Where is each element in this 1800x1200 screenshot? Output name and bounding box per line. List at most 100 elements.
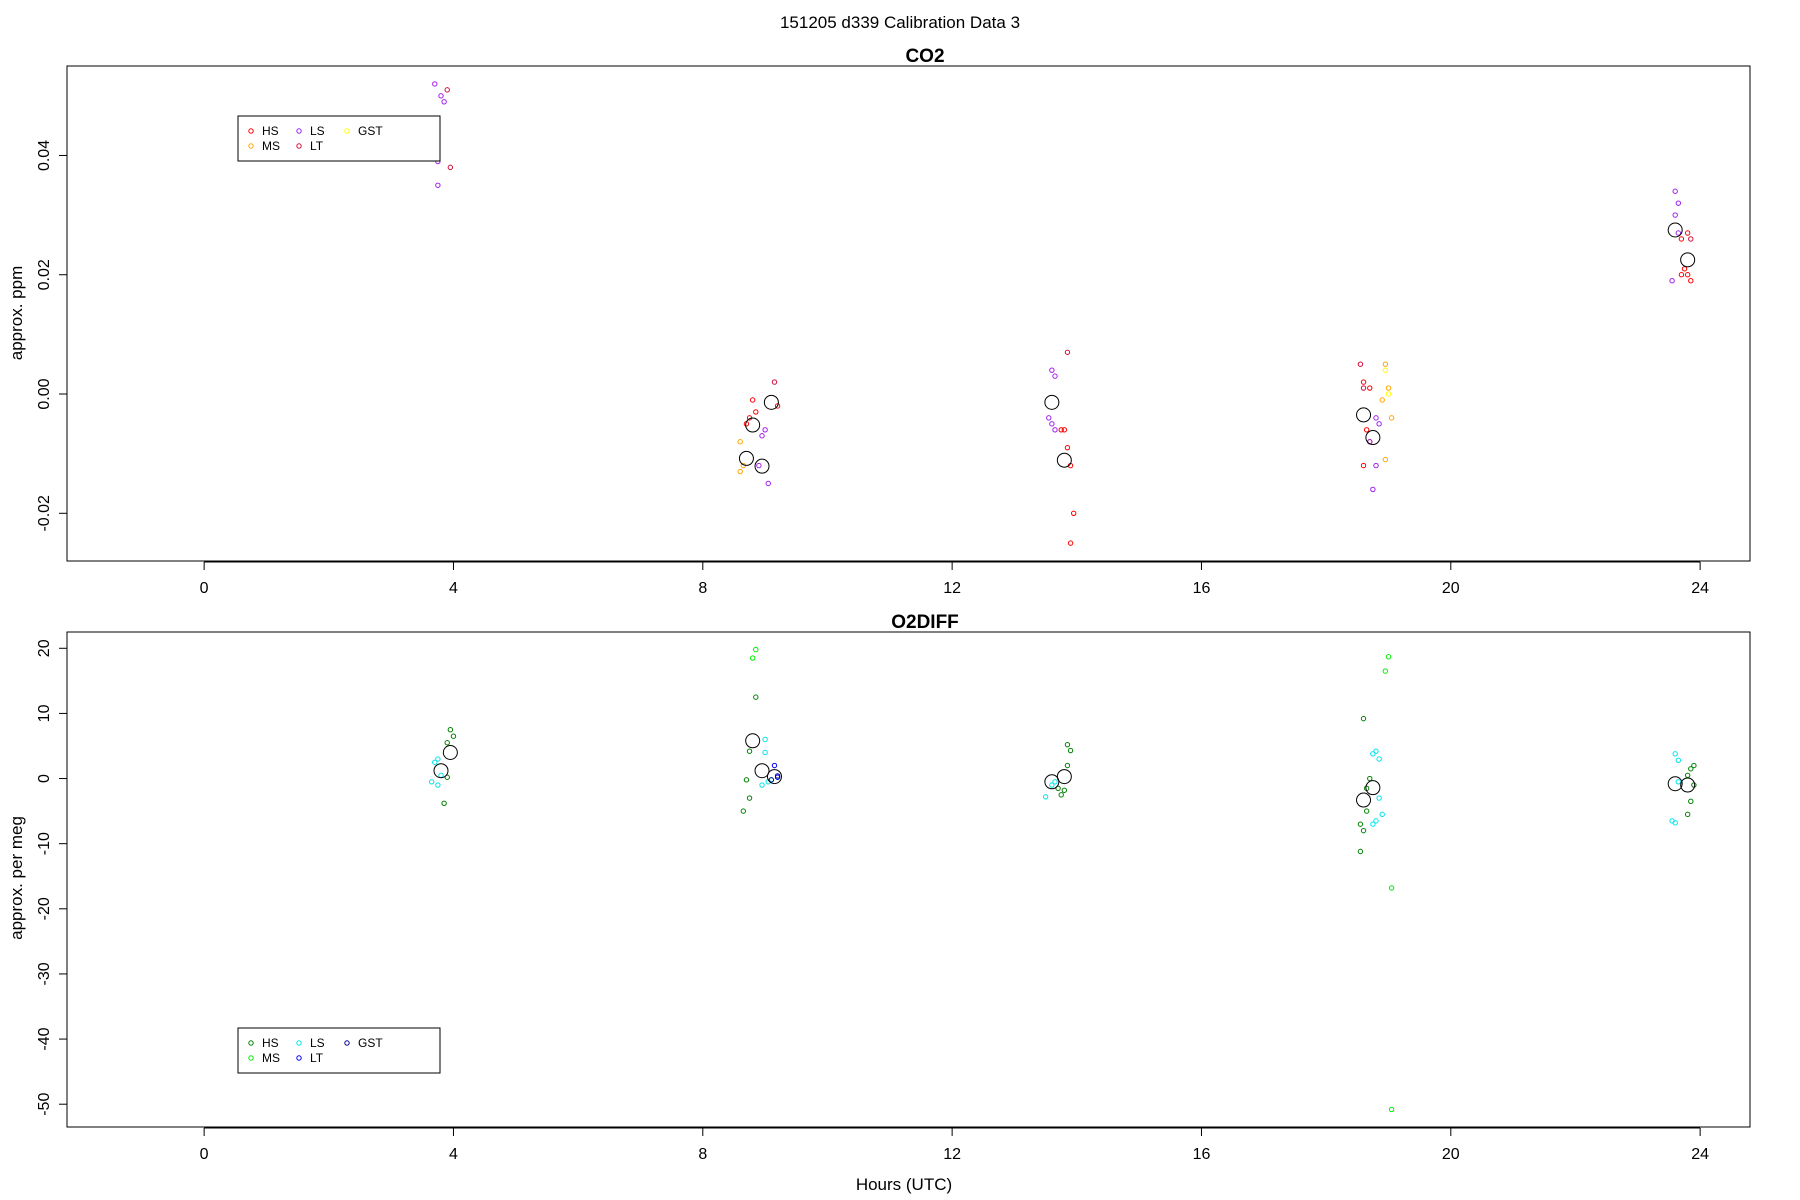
co2-point-ls	[1675, 200, 1682, 206]
co2-point-ms	[737, 468, 743, 475]
o2diff-x-tick-label: 0	[200, 1146, 209, 1163]
o2diff-point-ms	[1382, 668, 1389, 674]
o2diff-point-hs	[1367, 775, 1373, 782]
o2diff-point-ls	[435, 756, 441, 762]
co2-point-hs	[1061, 427, 1068, 433]
o2diff-title: O2DIFF	[891, 612, 959, 633]
o2diff-marks	[428, 646, 1697, 1113]
co2-point-lt	[447, 164, 454, 171]
co2-point-ls	[762, 427, 768, 433]
co2-point-ms	[1382, 456, 1389, 463]
o2diff-point-ls	[1373, 748, 1379, 754]
co2-x-tick-label: 12	[943, 580, 961, 597]
o2diff-x-tick-label: 8	[698, 1146, 707, 1163]
co2-mean-point	[1667, 222, 1683, 238]
co2-point-hs	[1681, 266, 1688, 272]
o2diff-y-tick-label: -20	[36, 897, 53, 920]
co2-point-lt	[771, 379, 778, 385]
co2-point-ls	[435, 182, 441, 188]
co2-point-lt	[444, 87, 450, 93]
co2-legend-box	[237, 115, 441, 162]
co2-x-tick-label: 8	[698, 580, 707, 597]
co2-point-ls	[756, 462, 762, 469]
co2-point-lt	[1357, 361, 1364, 367]
co2-point-ls	[765, 480, 771, 487]
co2-mean-point	[1056, 452, 1072, 468]
o2diff-point-hs	[746, 795, 753, 801]
o2diff-mean-point	[766, 769, 782, 785]
co2-legend-marker-gst	[344, 128, 350, 134]
co2-legend-label-lt: LT	[310, 139, 324, 153]
co2-panel: CO2 0 4 8 12 16 20 24 -0.02 0.00 0.02 0.04 approx.…	[7, 46, 1751, 597]
o2diff-point-ls	[1370, 751, 1376, 757]
co2-point-hs	[1058, 427, 1064, 433]
co2-point-ls	[759, 433, 765, 439]
co2-point-ls	[1052, 427, 1058, 433]
o2diff-y-tick-label: -40	[36, 1027, 53, 1050]
o2diff-y-tick-label: -50	[36, 1093, 53, 1116]
co2-x-tick-label: 4	[449, 580, 458, 597]
co2-mean-point	[754, 458, 770, 474]
o2diff-point-ls	[1376, 756, 1382, 762]
co2-point-hs	[774, 403, 781, 409]
o2diff-x-tick-label: 24	[1691, 1146, 1709, 1163]
o2diff-legend-marker-gst	[344, 1040, 350, 1046]
co2-point-ms	[1385, 385, 1392, 391]
o2diff-y-tick-label: 10	[36, 704, 53, 722]
co2-point-ls	[1049, 421, 1055, 427]
o2diff-point-ls	[1376, 795, 1382, 801]
co2-mean-point	[1044, 394, 1060, 410]
o2diff-mean-point	[433, 763, 449, 779]
o2diff-point-hs	[450, 733, 457, 739]
co2-mean-point	[1356, 407, 1372, 423]
o2diff-point-hs	[1360, 827, 1367, 834]
co2-point-ls	[1373, 415, 1379, 421]
o2diff-point-hs	[1688, 798, 1694, 805]
co2-point-hs	[1360, 462, 1367, 469]
co2-mean-point	[763, 394, 779, 410]
co2-y-tick-label: 0.00	[36, 378, 53, 409]
o2diff-x-axis-label: Hours (UTC)	[856, 1175, 952, 1194]
o2diff-point-hs	[1064, 762, 1071, 769]
o2diff-mean-point	[1365, 780, 1381, 796]
o2diff-point-ls	[759, 782, 765, 788]
o2diff-mean-point	[1044, 774, 1060, 790]
o2diff-point-ls	[1052, 779, 1058, 785]
o2diff-legend-label-lt: LT	[310, 1051, 324, 1065]
co2-x-tick-label: 24	[1691, 580, 1709, 597]
co2-point-ls	[1373, 462, 1379, 469]
o2diff-point-ls	[435, 782, 441, 788]
o2diff-point-ls	[1042, 794, 1049, 800]
co2-mean-point	[738, 450, 754, 466]
co2-point-ls	[432, 81, 438, 87]
o2diff-point-hs	[1055, 785, 1061, 792]
co2-y-tick-label: -0.02	[36, 495, 53, 532]
co2-legend-label-hs: HS	[262, 124, 279, 138]
o2diff-axes: 0 4 8 12 16 20 24 -50 -40 -30 -20 -10 0 10 20	[36, 639, 1709, 1163]
o2diff-point-hs	[444, 774, 450, 780]
co2-legend-label-gst: GST	[358, 124, 383, 138]
o2diff-plot-frame	[66, 631, 1751, 1128]
co2-axes: 0 4 8 12 16 20 24 -0.02 0.00 0.02 0.04	[36, 140, 1709, 597]
o2diff-y-tick-label: -10	[36, 832, 53, 855]
co2-point-hs	[1064, 444, 1071, 451]
o2diff-point-hs	[753, 694, 759, 700]
co2-point-hs	[749, 397, 756, 403]
o2diff-y-tick-label: -30	[36, 962, 53, 985]
co2-x-tick-label: 0	[200, 580, 209, 597]
o2diff-point-hs	[1067, 747, 1074, 754]
co2-point-hs	[753, 409, 759, 415]
co2-point-hs	[1363, 427, 1370, 433]
o2diff-point-hs	[1691, 762, 1697, 769]
co2-legend-marker-lt	[296, 143, 302, 149]
o2diff-mean-point	[1680, 777, 1696, 793]
o2diff-x-tick-label: 16	[1193, 1146, 1211, 1163]
co2-point-hs	[1067, 540, 1074, 546]
co2-point-hs	[1360, 379, 1367, 385]
o2diff-panel: O2DIFF 0 4 8 12 16 20 24 -50 -40 -30 -20 -10 0 10 20 a…	[7, 612, 1751, 1194]
o2diff-y-tick-label: 20	[36, 639, 53, 657]
o2diff-mean-point	[442, 744, 458, 760]
o2diff-legend-label-ls: LS	[310, 1036, 325, 1050]
co2-point-ls	[1376, 421, 1382, 427]
